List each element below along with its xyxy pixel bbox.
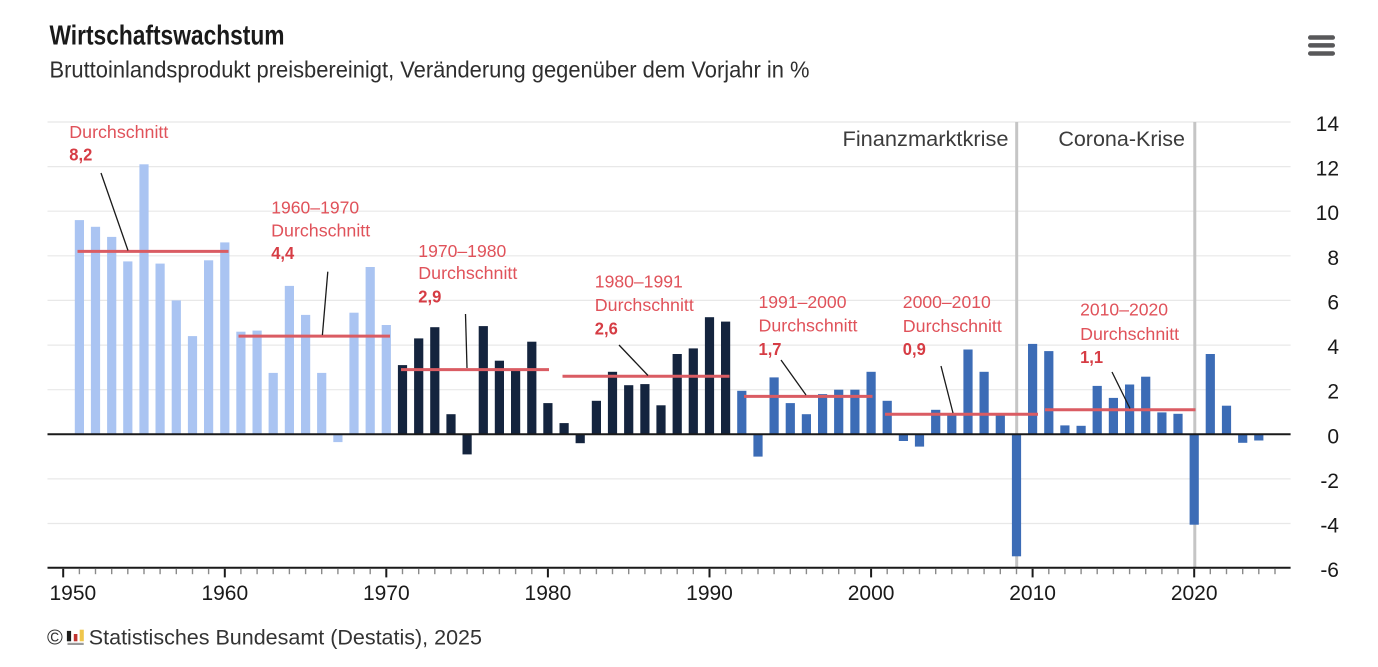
svg-text:1950: 1950 [50,582,97,605]
svg-text:2,9: 2,9 [418,287,441,307]
svg-text:1960: 1960 [201,582,248,605]
svg-text:1980–1991: 1980–1991 [595,272,683,292]
svg-text:2: 2 [1327,381,1339,404]
svg-text:1970–1980: 1970–1980 [418,241,506,261]
svg-text:2000–2010: 2000–2010 [903,292,991,312]
svg-text:-6: -6 [1320,559,1339,582]
svg-text:Durchschnitt: Durchschnitt [418,263,517,283]
svg-text:Durchschnitt: Durchschnitt [903,316,1002,336]
svg-text:8: 8 [1327,247,1339,270]
svg-text:4: 4 [1327,336,1339,359]
svg-text:1991–2000: 1991–2000 [759,292,847,312]
svg-text:1980: 1980 [525,582,572,605]
svg-text:0: 0 [1327,425,1339,448]
svg-text:14: 14 [1316,113,1340,136]
svg-text:2000: 2000 [848,582,895,605]
svg-text:2010: 2010 [1009,582,1056,605]
svg-text:1960–1970: 1960–1970 [271,198,359,218]
svg-text:Wirtschaftswachstum: Wirtschaftswachstum [50,20,285,51]
svg-text:-4: -4 [1320,515,1339,538]
svg-text:1,7: 1,7 [759,339,782,359]
svg-text:Statistisches Bundesamt (Desta: Statistisches Bundesamt (Destatis), 2025 [89,626,482,650]
svg-text:2020: 2020 [1171,582,1218,605]
svg-text:Durchschnitt: Durchschnitt [595,295,694,315]
svg-text:-2: -2 [1320,470,1339,493]
svg-text:Durchschnitt: Durchschnitt [271,220,370,240]
svg-text:Durchschnitt: Durchschnitt [69,122,168,142]
svg-text:2,6: 2,6 [595,318,618,338]
svg-text:6: 6 [1327,291,1339,314]
svg-text:10: 10 [1316,202,1339,225]
svg-text:Bruttoinlandsprodukt preisbere: Bruttoinlandsprodukt preisbereinigt, Ver… [50,56,810,82]
svg-text:12: 12 [1316,158,1339,181]
svg-text:8,2: 8,2 [69,145,92,165]
svg-text:1990: 1990 [686,582,733,605]
svg-text:4,4: 4,4 [271,243,294,263]
svg-text:©: © [47,626,63,650]
svg-text:Corona-Krise: Corona-Krise [1058,127,1185,151]
svg-text:Finanzmarktkrise: Finanzmarktkrise [843,127,1009,151]
svg-text:Durchschnitt: Durchschnitt [1080,324,1179,344]
svg-text:0,9: 0,9 [903,339,926,359]
svg-text:1970: 1970 [363,582,410,605]
svg-text:1,1: 1,1 [1080,347,1103,367]
svg-text:2010–2020: 2010–2020 [1080,300,1168,320]
svg-text:Durchschnitt: Durchschnitt [759,316,858,336]
